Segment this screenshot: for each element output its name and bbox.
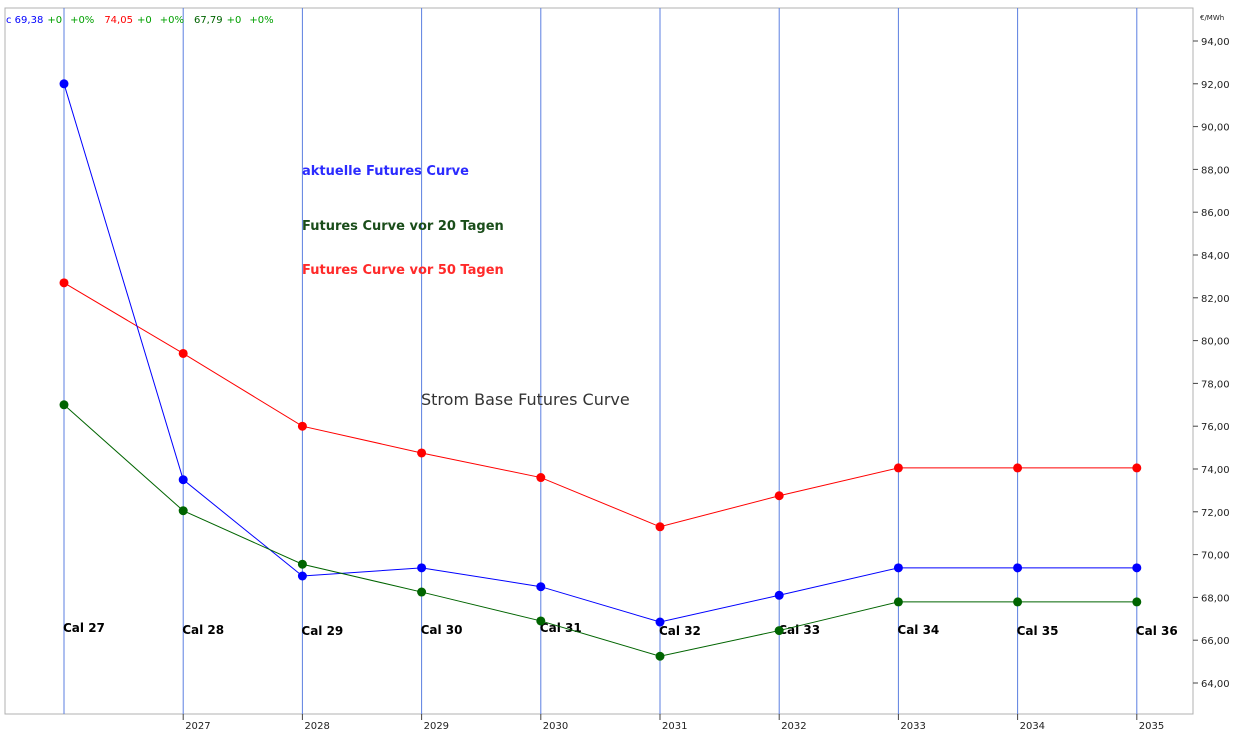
x-tick-label: 2034 [1020,721,1045,731]
data-point [297,571,307,581]
y-tick-label: 68,00 [1201,593,1230,604]
x-tick-label: 2035 [1139,721,1164,731]
header-quote: 67,79 [194,15,223,26]
category-label: Cal 31 [540,621,582,635]
legend-label: Futures Curve vor 50 Tagen [302,263,504,278]
header-quote: +0 [227,15,242,26]
category-label: Cal 32 [659,624,701,638]
data-point [1132,463,1142,473]
x-tick-label: 2030 [543,721,568,731]
category-label: Cal 35 [1017,624,1059,638]
series-line [63,404,1137,657]
y-tick-label: 94,00 [1201,37,1230,48]
category-label: Cal 29 [301,624,343,638]
data-point [655,617,665,627]
data-point [297,421,307,431]
y-tick-label: 90,00 [1201,123,1230,134]
data-point [178,348,188,358]
x-tick-label: 2031 [662,721,687,731]
data-point [417,587,427,597]
plot-area [4,7,1194,715]
data-point [774,491,784,501]
data-point [893,463,903,473]
header-quote: +0% [160,15,184,26]
data-point [774,626,784,636]
x-tick-label: 2033 [900,721,925,731]
data-point [655,522,665,532]
category-label: Cal 28 [182,623,224,637]
data-point [774,590,784,600]
data-point [536,473,546,483]
x-tick-label: 2027 [185,721,210,731]
data-point [655,651,665,661]
data-point [178,506,188,516]
y-tick-label: 72,00 [1201,508,1230,519]
y-axis-unit: €/MWh [1200,14,1224,22]
data-point [59,278,69,288]
data-point [59,79,69,89]
y-tick-label: 70,00 [1201,551,1230,562]
x-tick-label: 2029 [424,721,449,731]
header-quote: +0% [70,15,94,26]
data-point [1013,563,1023,573]
data-point [536,582,546,592]
x-tick-label: 2028 [304,721,329,731]
y-tick-label: 88,00 [1201,165,1230,176]
data-point [417,448,427,458]
data-point [1132,563,1142,573]
data-point [297,559,307,569]
data-point [1013,597,1023,607]
data-point [1132,597,1142,607]
category-label: Cal 34 [897,623,939,637]
y-tick-label: 78,00 [1201,379,1230,390]
y-tick-label: 80,00 [1201,337,1230,348]
y-tick-label: 92,00 [1201,80,1230,91]
header-quote: +0 [137,15,152,26]
y-tick-label: 76,00 [1201,422,1230,433]
header-quote: c 69,38 [6,15,43,26]
data-point [893,563,903,573]
y-tick-label: 86,00 [1201,208,1230,219]
x-tick-label: 2032 [781,721,806,731]
data-point [536,616,546,626]
series-line [63,83,1137,623]
y-tick-label: 74,00 [1201,465,1230,476]
data-point [417,563,427,573]
category-label: Cal 33 [778,623,820,637]
header-quote: +0 [47,15,62,26]
legend-label: Futures Curve vor 20 Tagen [302,219,504,234]
y-tick-label: 66,00 [1201,636,1230,647]
category-label: Cal 30 [421,623,463,637]
data-point [178,475,188,485]
category-label: Cal 27 [63,621,105,635]
chart-title: Strom Base Futures Curve [421,390,630,409]
header-quote: 74,05 [104,15,133,26]
data-point [893,597,903,607]
header-quote: +0% [249,15,273,26]
series-line [63,282,1137,528]
category-label: Cal 36 [1136,624,1178,638]
y-tick-label: 82,00 [1201,294,1230,305]
legend-label: aktuelle Futures Curve [302,164,469,179]
data-point [59,400,69,410]
y-tick-label: 84,00 [1201,251,1230,262]
y-tick-label: 64,00 [1201,679,1230,690]
data-point [1013,463,1023,473]
